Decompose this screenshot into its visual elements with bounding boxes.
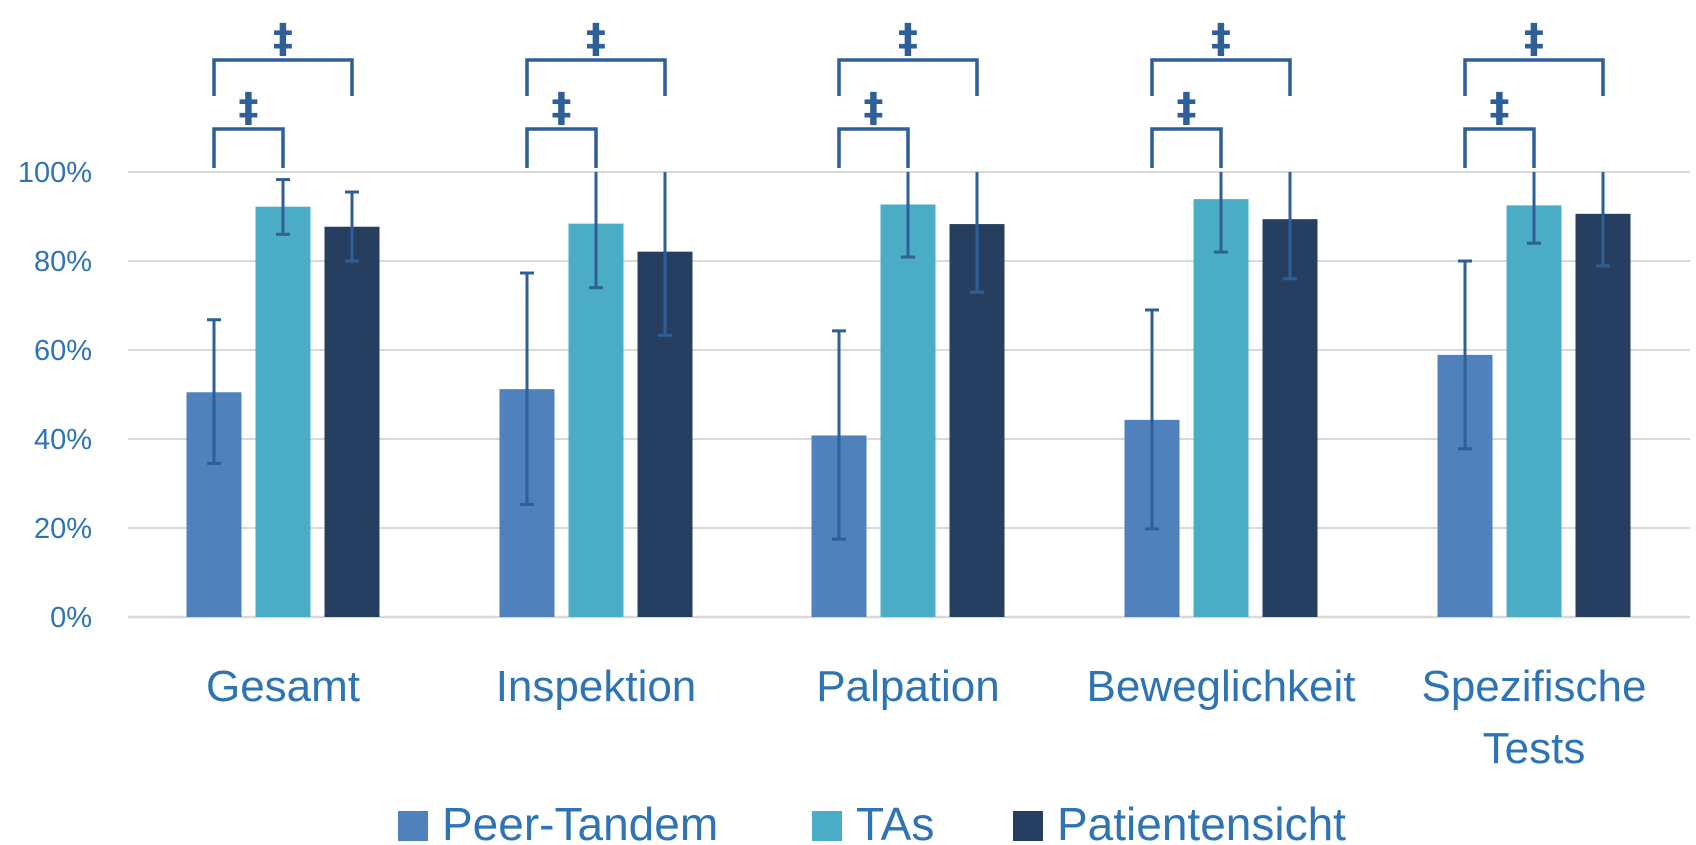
bar [1506, 205, 1562, 617]
bar [1575, 213, 1631, 617]
bars [186, 199, 1631, 618]
significance-marker: ‡ [1211, 16, 1231, 62]
significance-bracket [1150, 127, 1223, 168]
significance-brackets: ‡ ‡ ‡ ‡ ‡ ‡ ‡ ‡ ‡ ‡ [212, 16, 1605, 168]
significance-marker: ‡ [1177, 85, 1197, 131]
y-tick-label: 100% [18, 157, 92, 189]
category-labels: Gesamt Inspektion Palpation Beweglichkeit Sp… [206, 662, 1647, 773]
significance-bracket [525, 58, 667, 96]
y-tick-label: 20% [34, 513, 92, 545]
significance-bracket [837, 127, 910, 168]
significance-bracket [837, 58, 979, 96]
bar [880, 204, 936, 618]
legend: Peer-Tandem TAs Patientensicht [398, 798, 1346, 845]
significance-marker: ‡ [273, 16, 293, 62]
significance-marker: ‡ [1524, 16, 1544, 62]
y-tick-label: 0% [50, 602, 92, 634]
bar [1262, 219, 1318, 618]
category-label: Beweglichkeit [1086, 662, 1355, 711]
significance-bracket [1463, 127, 1536, 168]
significance-marker: ‡ [1490, 85, 1510, 131]
significance-bracket [212, 127, 285, 168]
category-label: Gesamt [206, 662, 360, 711]
legend-swatch [1013, 811, 1043, 841]
legend-swatch [812, 811, 842, 841]
significance-bracket [212, 58, 354, 96]
significance-marker: ‡ [864, 85, 884, 131]
bar [255, 206, 311, 617]
significance-marker: ‡ [586, 16, 606, 62]
legend-label: Patientensicht [1057, 798, 1346, 845]
significance-marker: ‡ [552, 85, 572, 131]
legend-label: TAs [856, 798, 934, 845]
bar [324, 226, 380, 618]
significance-marker: ‡ [239, 85, 259, 131]
legend-swatch [398, 811, 428, 841]
y-axis-tick-labels: 0% 20% 40% 60% 80% 100% [18, 157, 92, 634]
legend-label: Peer-Tandem [442, 798, 718, 845]
y-tick-label: 60% [34, 335, 92, 367]
significance-marker: ‡ [898, 16, 918, 62]
y-tick-label: 80% [34, 246, 92, 278]
significance-bracket [1150, 58, 1292, 96]
y-tick-label: 40% [34, 424, 92, 456]
category-label: Tests [1483, 724, 1586, 773]
category-label: Spezifische [1421, 662, 1646, 711]
category-label: Inspektion [496, 662, 697, 711]
bar [1193, 199, 1249, 617]
category-label: Palpation [816, 662, 999, 711]
error-bars [207, 172, 1610, 541]
significance-bracket [1463, 58, 1605, 96]
significance-bracket [525, 127, 598, 168]
